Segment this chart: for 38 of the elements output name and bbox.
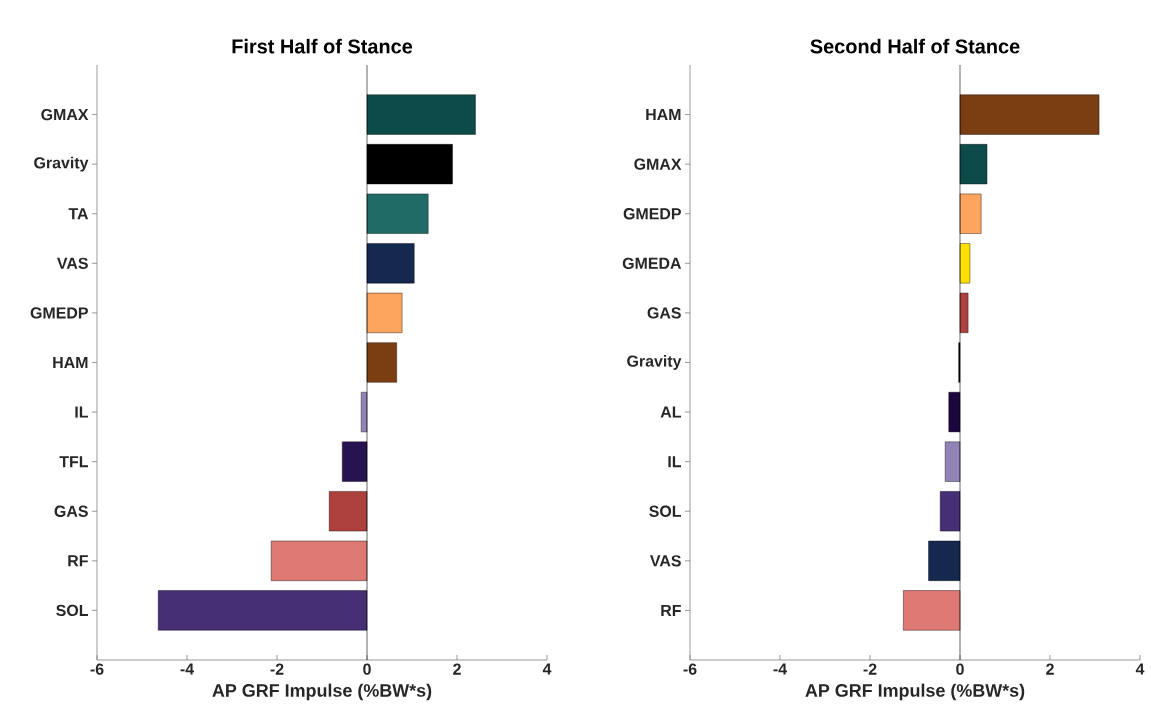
y-tick-label: SOL (649, 505, 682, 517)
y-tick-label: GAS (647, 307, 681, 319)
chart-title: Second Half of Stance (810, 38, 1020, 54)
x-tick-label: -4 (773, 663, 788, 675)
x-tick-label: -6 (683, 663, 697, 675)
y-tick-label: TA (68, 208, 89, 220)
x-axis-title: AP GRF Impulse (%BW*s) (212, 683, 432, 701)
y-tick-label: GMEDP (623, 208, 681, 220)
y-tick-label: GMEDA (622, 257, 682, 269)
x-tick-label: 0 (956, 663, 964, 675)
y-tick-label: IL (75, 406, 88, 418)
x-axis-title: AP GRF Impulse (%BW*s) (805, 683, 1025, 701)
x-tick-label: -6 (90, 663, 104, 675)
y-tick-label: IL (668, 456, 682, 468)
y-tick-label: HAM (53, 357, 88, 368)
x-tick-label: 4 (1135, 663, 1145, 675)
x-tick-label: 2 (1046, 663, 1054, 675)
x-tick-label: 4 (542, 663, 552, 675)
x-tick-label: 0 (363, 663, 371, 675)
y-tick-label: GMAX (41, 108, 89, 121)
y-tick-label: RF (68, 555, 88, 567)
y-tick-label: AL (660, 406, 681, 418)
x-tick-label: -2 (863, 663, 877, 675)
y-tick-label: Gravity (627, 355, 682, 370)
y-tick-label: GAS (54, 505, 88, 517)
x-tick-label: -2 (270, 663, 284, 675)
y-tick-label: TFL (59, 456, 89, 468)
y-tick-label: RF (661, 604, 681, 616)
x-tick-label: 2 (453, 663, 461, 675)
y-tick-label: GMEDP (30, 307, 88, 319)
y-tick-label: SOL (56, 604, 88, 617)
chart-title: First Half of Stance (232, 38, 413, 54)
y-tick-label: VAS (650, 555, 681, 567)
y-tick-label: Gravity (34, 156, 89, 172)
y-tick-label: VAS (57, 257, 88, 269)
y-tick-label: HAM (646, 109, 681, 121)
y-tick-label: GMAX (634, 158, 682, 170)
x-tick-label: -4 (180, 663, 195, 675)
